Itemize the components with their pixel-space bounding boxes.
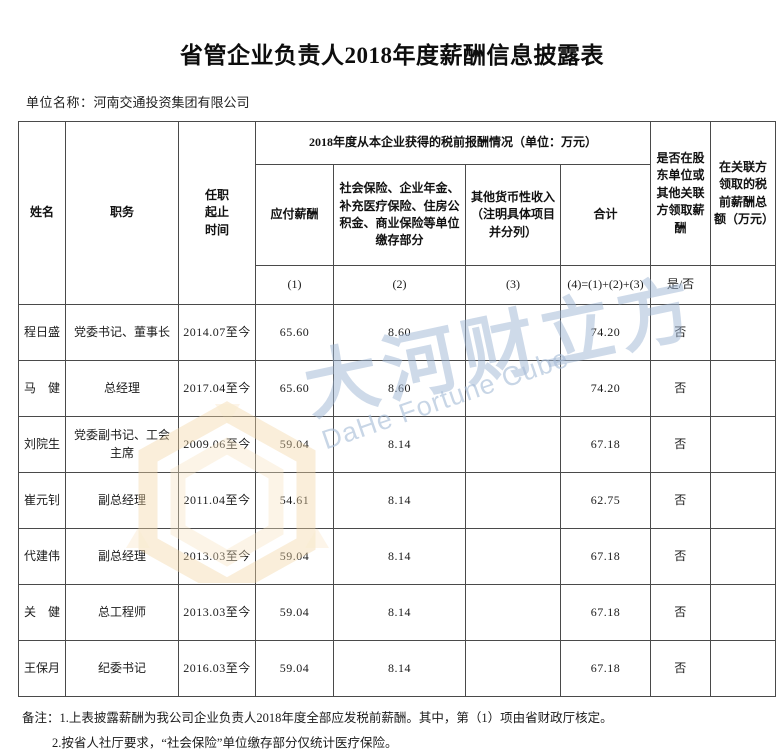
number-related-party-total [710, 265, 777, 305]
cell-name: 关 健 [18, 584, 66, 641]
header-position: 职务 [65, 121, 179, 305]
cell-tenure: 2014.07至今 [178, 304, 256, 361]
cell-tenure: 2011.04至今 [178, 472, 256, 529]
cell-insurance: 8.14 [333, 528, 466, 585]
header-total: 合计 [559, 164, 652, 266]
number-total: (4)=(1)+(2)+(3) [559, 265, 652, 305]
cell-payable: 59.04 [255, 528, 334, 585]
header-payable: 应付薪酬 [255, 164, 334, 266]
cell-position: 党委书记、董事长 [65, 304, 179, 361]
cell-name: 马 健 [18, 360, 66, 417]
page-title: 省管企业负责人2018年度薪酬信息披露表 [180, 43, 604, 68]
cell-other-monetary [465, 640, 561, 697]
cell-payable: 65.60 [255, 304, 334, 361]
cell-total: 62.75 [559, 472, 652, 529]
table-body: 程日盛 党委书记、董事长 2014.07至今 65.60 8.60 74.20 否马 健总经… [18, 304, 777, 697]
cell-insurance: 8.14 [333, 640, 466, 697]
header-related-party-total: 在关联方领取的税前薪酬总额（万元） [710, 121, 777, 266]
cell-payable: 59.04 [255, 416, 334, 473]
cell-payable: 54.61 [255, 472, 334, 529]
cell-tenure: 2009.06至今 [178, 416, 256, 473]
cell-other-monetary [465, 416, 561, 473]
unit-name-line: 单位名称：河南交通投资集团有限公司 [26, 92, 784, 111]
cell-total: 67.18 [559, 416, 652, 473]
unit-name-value: 河南交通投资集团有限公司 [93, 95, 250, 110]
cell-insurance: 8.60 [333, 360, 466, 417]
cell-insurance: 8.14 [333, 472, 466, 529]
cell-from-shareholder: 否 [650, 528, 712, 585]
cell-name: 刘院生 [18, 416, 66, 473]
cell-from-shareholder: 否 [650, 304, 712, 361]
cell-tenure: 2013.03至今 [178, 584, 256, 641]
cell-from-shareholder: 否 [650, 472, 712, 529]
unit-name-label: 单位名称： [26, 95, 94, 110]
cell-position: 党委副书记、工会主席 [65, 416, 179, 473]
number-other-monetary: (3) [465, 265, 561, 305]
cell-insurance: 8.14 [333, 416, 466, 473]
cell-from-shareholder: 否 [650, 584, 712, 641]
cell-position: 纪委书记 [65, 640, 179, 697]
table-row: 崔元钊 副总经理 2011.04至今 54.61 8.14 62.75 否 [18, 472, 777, 529]
cell-position: 副总经理 [65, 472, 179, 529]
cell-other-monetary [465, 472, 561, 529]
cell-payable: 65.60 [255, 360, 334, 417]
note-line-2: 2.按省人社厅要求，“社会保险”单位缴存部分仅统计医疗保险。 [52, 736, 398, 750]
cell-name: 王保月 [18, 640, 66, 697]
cell-payable: 59.04 [255, 640, 334, 697]
cell-related-party-total [710, 584, 777, 641]
cell-total: 74.20 [559, 304, 652, 361]
header-other-monetary: 其他货币性收入（注明具体项目并分列） [465, 164, 561, 266]
table-row: 马 健总经理 2017.04至今 65.60 8.60 74.20 否 [18, 360, 777, 417]
cell-total: 67.18 [559, 584, 652, 641]
cell-name: 程日盛 [18, 304, 66, 361]
cell-tenure: 2013.03至今 [178, 528, 256, 585]
cell-total: 67.18 [559, 528, 652, 585]
cell-from-shareholder: 否 [650, 640, 712, 697]
table-header-row-2: 应付薪酬 社会保险、企业年金、补充医疗保险、住房公积金、商业保险等单位缴存部分 … [19, 164, 776, 266]
cell-related-party-total [710, 472, 777, 529]
salary-disclosure-table: 姓名 职务 任职 起止 时间 2018年度从本企业获得的税前报酬情况（单位：万元… [18, 121, 777, 697]
cell-tenure: 2016.03至今 [178, 640, 256, 697]
header-name: 姓名 [18, 121, 66, 305]
cell-tenure: 2017.04至今 [178, 360, 256, 417]
cell-position: 副总经理 [65, 528, 179, 585]
cell-other-monetary [465, 584, 561, 641]
cell-related-party-total [710, 416, 777, 473]
cell-insurance: 8.14 [333, 584, 466, 641]
cell-related-party-total [710, 360, 777, 417]
header-group-pretax-pay: 2018年度从本企业获得的税前报酬情况（单位：万元） [254, 121, 652, 165]
table-row: 王保月 纪委书记 2016.03至今 59.04 8.14 67.18 否 [18, 640, 777, 697]
cell-from-shareholder: 否 [650, 360, 712, 417]
header-insurance: 社会保险、企业年金、补充医疗保险、住房公积金、商业保险等单位缴存部分 [333, 164, 466, 266]
header-from-shareholder: 是否在股东单位或其他关联方领取薪酬 [650, 121, 712, 266]
table-row: 关 健总工程师 2013.03至今 59.04 8.14 67.18 否 [18, 584, 777, 641]
table-header-row-1: 姓名 职务 任职 起止 时间 2018年度从本企业获得的税前报酬情况（单位：万元… [18, 121, 777, 305]
table-row: 程日盛 党委书记、董事长 2014.07至今 65.60 8.60 74.20 否 [18, 304, 777, 361]
cell-total: 74.20 [559, 360, 652, 417]
cell-total: 67.18 [559, 640, 652, 697]
cell-related-party-total [710, 528, 777, 585]
cell-name: 代建伟 [18, 528, 66, 585]
note-line-1: 备注：1.上表披露薪酬为我公司企业负责人2018年度全部应发税前薪酬。其中，第（… [22, 711, 613, 725]
cell-insurance: 8.60 [333, 304, 466, 361]
cell-other-monetary [465, 528, 561, 585]
cell-related-party-total [710, 640, 777, 697]
cell-from-shareholder: 否 [650, 416, 712, 473]
cell-related-party-total [710, 304, 777, 361]
number-from-shareholder: 是/否 [650, 265, 712, 305]
cell-position: 总工程师 [65, 584, 179, 641]
cell-other-monetary [465, 360, 561, 417]
table-row: 刘院生 党委副书记、工会主席 2009.06至今 59.04 8.14 67.18 否 [18, 416, 777, 473]
number-payable: (1) [255, 265, 334, 305]
table-row: 代建伟 副总经理 2013.03至今 59.04 8.14 67.18 否 [18, 528, 777, 585]
cell-position: 总经理 [65, 360, 179, 417]
cell-name: 崔元钊 [18, 472, 66, 529]
number-insurance: (2) [333, 265, 466, 305]
cell-payable: 59.04 [255, 584, 334, 641]
footer-notes: 备注：1.上表披露薪酬为我公司企业负责人2018年度全部应发税前薪酬。其中，第（… [22, 706, 784, 756]
header-tenure: 任职 起止 时间 [178, 121, 256, 305]
cell-other-monetary [465, 304, 561, 361]
